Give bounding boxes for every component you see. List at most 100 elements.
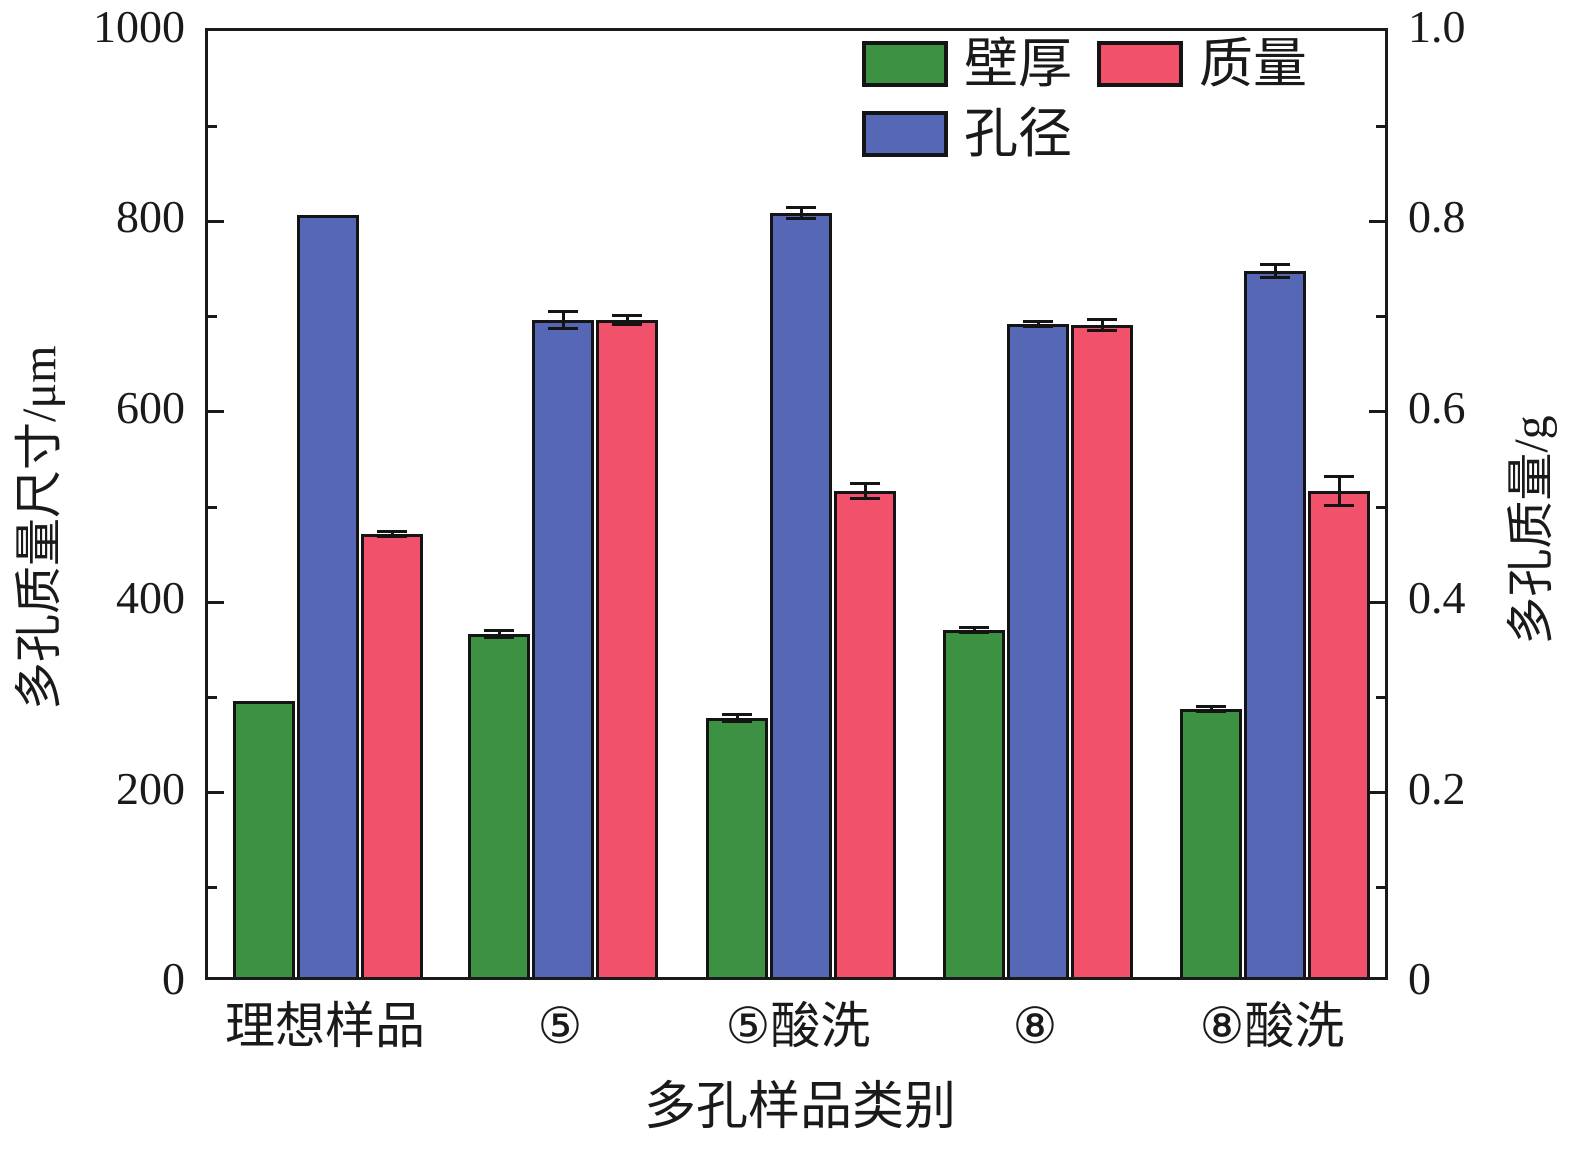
left-major-tick [208, 219, 224, 223]
error-bar [972, 627, 976, 633]
error-bar-cap [1260, 276, 1290, 280]
error-bar-cap [377, 535, 407, 539]
error-bar-cap [484, 628, 514, 632]
bar-壁厚-⑧酸洗 [1180, 709, 1242, 977]
right-major-tick [1369, 791, 1385, 795]
error-bar-cap [1196, 710, 1226, 714]
error-bar-cap [1324, 503, 1354, 507]
error-bar-cap [484, 636, 514, 640]
right-tick-label: 0.2 [1408, 762, 1466, 814]
right-tick-label: 0 [1408, 953, 1431, 1004]
left-minor-tick [208, 505, 217, 509]
error-bar-cap [548, 309, 578, 313]
left-tick-label: 600 [116, 381, 185, 433]
category-label: ⑧酸洗 [1199, 998, 1345, 1054]
left-tick-label: 400 [116, 572, 185, 624]
legend-label-wall-thickness: 壁厚 [964, 34, 1072, 94]
bar-质量-⑤酸洗 [834, 491, 896, 977]
x-axis-title: 多孔样品类别 [643, 1079, 957, 1136]
error-bar-cap [1324, 475, 1354, 479]
right-major-tick [1369, 410, 1385, 414]
legend-label-pore-diameter: 孔径 [964, 104, 1072, 164]
left-tick-label: 1000 [93, 1, 185, 52]
error-bar-cap [959, 625, 989, 629]
legend-label-mass: 质量 [1199, 34, 1307, 94]
left-tick-label: 200 [116, 762, 185, 814]
error-bar-cap [612, 323, 642, 327]
right-minor-tick [1376, 695, 1385, 699]
category-label: ⑤酸洗 [725, 998, 871, 1054]
left-minor-tick [208, 695, 217, 699]
bar-壁厚-⑤酸洗 [706, 718, 768, 977]
bar-壁厚-⑧ [943, 630, 1005, 977]
left-major-tick [208, 791, 224, 795]
right-tick-label: 0.6 [1408, 381, 1466, 433]
bar-孔径-理想样品 [297, 215, 359, 977]
right-minor-tick [1376, 886, 1385, 890]
error-bar-cap [612, 313, 642, 317]
error-bar [1036, 321, 1040, 327]
right-tick-label: 0.4 [1408, 572, 1466, 624]
error-bar [799, 207, 803, 219]
right-axis-title: 多孔质量/g [1505, 415, 1558, 645]
category-label: ⑤ [537, 998, 583, 1054]
right-minor-tick [1376, 505, 1385, 509]
legend-swatch-pore-diameter [862, 111, 948, 157]
category-label: ⑧ [1012, 998, 1058, 1054]
right-minor-tick [1376, 315, 1385, 319]
error-bar-cap [548, 327, 578, 331]
bar-质量-⑤ [596, 320, 658, 977]
legend-item-mass: 质量 [1097, 36, 1307, 92]
error-bar [625, 315, 629, 325]
bar-质量-理想样品 [361, 534, 423, 977]
left-major-tick [208, 410, 224, 414]
legend-item-wall-thickness: 壁厚 [862, 36, 1097, 92]
bar-孔径-⑧酸洗 [1244, 271, 1306, 977]
left-tick-label: 0 [162, 953, 185, 1004]
left-tick-label: 800 [116, 191, 185, 243]
category-label: 理想样品 [225, 998, 425, 1054]
error-bar-cap [1023, 325, 1053, 329]
error-bar-cap [1196, 704, 1226, 708]
error-bar [735, 714, 739, 722]
error-bar [1273, 264, 1277, 278]
error-bar-cap [377, 529, 407, 533]
legend-swatch-mass [1097, 41, 1183, 87]
bar-质量-⑧ [1071, 325, 1133, 977]
error-bar-cap [722, 720, 752, 724]
bar-质量-⑧酸洗 [1308, 491, 1370, 977]
error-bar [390, 531, 394, 537]
error-bar [1100, 319, 1104, 331]
right-tick-label: 1.0 [1408, 1, 1466, 52]
legend: 壁厚 质量 孔径 [862, 36, 1307, 162]
bar-孔径-⑤ [532, 320, 594, 977]
error-bar [1337, 476, 1341, 506]
left-minor-tick [208, 124, 217, 128]
error-bar-cap [959, 631, 989, 635]
error-bar-cap [1260, 262, 1290, 266]
right-major-tick [1369, 600, 1385, 604]
bar-壁厚-⑤ [468, 634, 530, 977]
error-bar-cap [850, 497, 880, 501]
error-bar [863, 483, 867, 499]
bar-孔径-⑧ [1007, 324, 1069, 977]
left-minor-tick [208, 315, 217, 319]
error-bar-cap [1023, 319, 1053, 323]
left-minor-tick [208, 886, 217, 890]
plot-area [205, 28, 1388, 980]
error-bar [561, 311, 565, 329]
left-major-tick [208, 600, 224, 604]
legend-item-pore-diameter: 孔径 [862, 106, 1097, 162]
bar-壁厚-理想样品 [233, 701, 295, 977]
error-bar [497, 630, 501, 638]
error-bar-cap [786, 205, 816, 209]
error-bar-cap [1087, 329, 1117, 333]
error-bar-cap [850, 481, 880, 485]
legend-swatch-wall-thickness [862, 41, 948, 87]
right-minor-tick [1376, 124, 1385, 128]
bar-孔径-⑤酸洗 [770, 213, 832, 977]
error-bar [1209, 706, 1213, 712]
error-bar-cap [786, 217, 816, 221]
right-tick-label: 0.8 [1408, 191, 1466, 243]
